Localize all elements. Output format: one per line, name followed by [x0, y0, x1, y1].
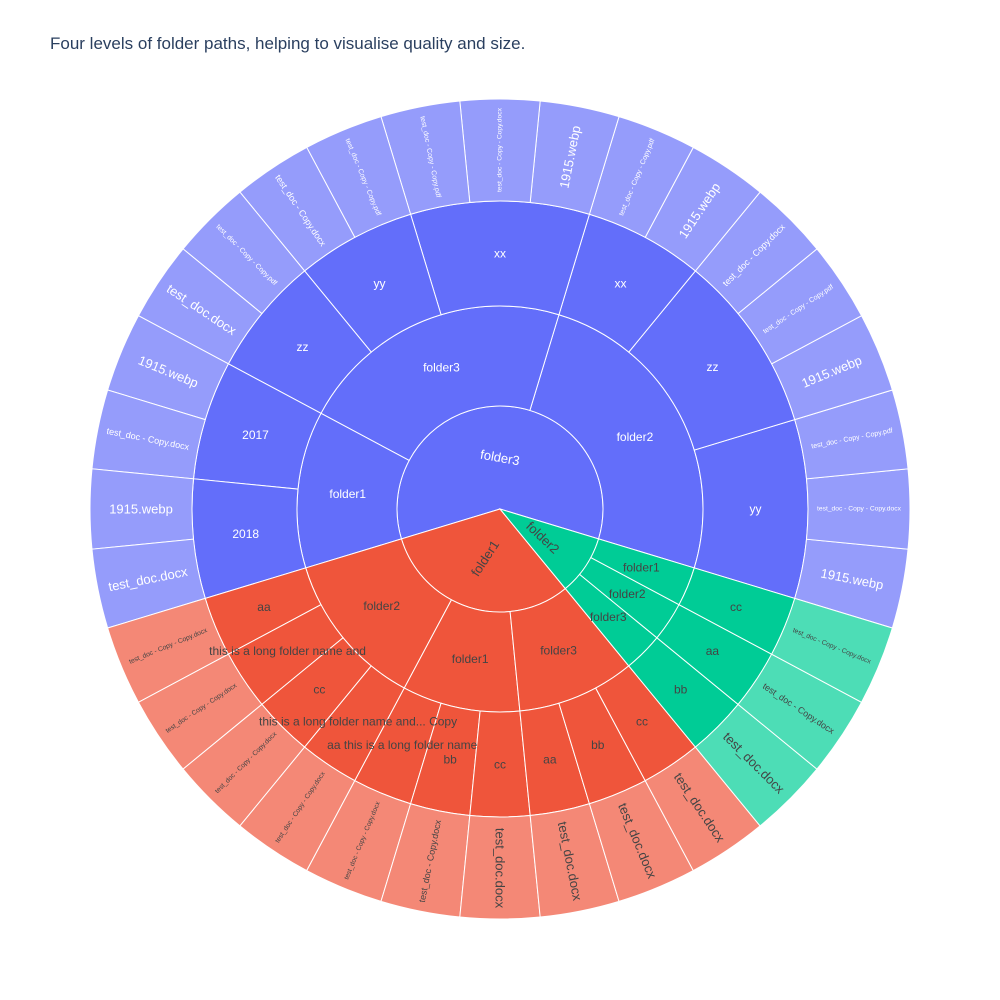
- sunburst-label: cc: [636, 714, 648, 728]
- sunburst-label: cc: [730, 600, 742, 614]
- sunburst-label: zz: [706, 360, 718, 374]
- sunburst-label: bb: [674, 683, 688, 697]
- sunburst-label: folder3: [423, 361, 460, 375]
- sunburst-label: aa: [543, 753, 557, 767]
- sunburst-label: xx: [614, 277, 626, 291]
- sunburst-label: 1915.webp: [109, 502, 173, 517]
- sunburst-label: aa: [257, 600, 271, 614]
- sunburst-label: folder3: [479, 447, 521, 469]
- sunburst-label: aa: [706, 644, 720, 658]
- sunburst-label: this is a long folder name and... Copy: [259, 714, 457, 728]
- sunburst-label: test_doc - Copy - Copy.docx: [817, 506, 902, 513]
- sunburst-label: folder1: [329, 487, 366, 501]
- sunburst-label: test_doc - Copy - Copy.docx: [497, 107, 504, 192]
- sunburst-label: aa this is a long folder name: [327, 738, 477, 752]
- sunburst-label: bb: [443, 753, 457, 767]
- sunburst-label: test_doc.docx: [493, 828, 508, 909]
- sunburst-label: this is a long folder name and: [209, 644, 366, 658]
- sunburst-label: folder1: [623, 561, 660, 575]
- sunburst-label: folder1: [452, 652, 489, 666]
- sunburst-label: zz: [296, 340, 308, 354]
- chart-title: Four levels of folder paths, helping to …: [50, 34, 526, 53]
- sunburst-segment-folder2-folder1-cc-test-doc-copy-copy-docx[interactable]: [770, 597, 893, 703]
- sunburst-label: yy: [750, 502, 762, 516]
- sunburst-label: folder3: [590, 610, 627, 624]
- sunburst-label: folder2: [617, 430, 654, 444]
- sunburst-label: folder2: [609, 587, 646, 601]
- sunburst-label: bb: [591, 738, 605, 752]
- sunburst-label: 2018: [232, 527, 259, 541]
- sunburst-label: folder3: [540, 643, 577, 657]
- sunburst-label: xx: [494, 247, 506, 261]
- sunburst-label: 2017: [242, 428, 269, 442]
- sunburst-label: yy: [374, 277, 386, 291]
- sunburst-label: folder2: [363, 599, 400, 613]
- sunburst-label: cc: [313, 683, 325, 697]
- sunburst-label: cc: [494, 758, 506, 772]
